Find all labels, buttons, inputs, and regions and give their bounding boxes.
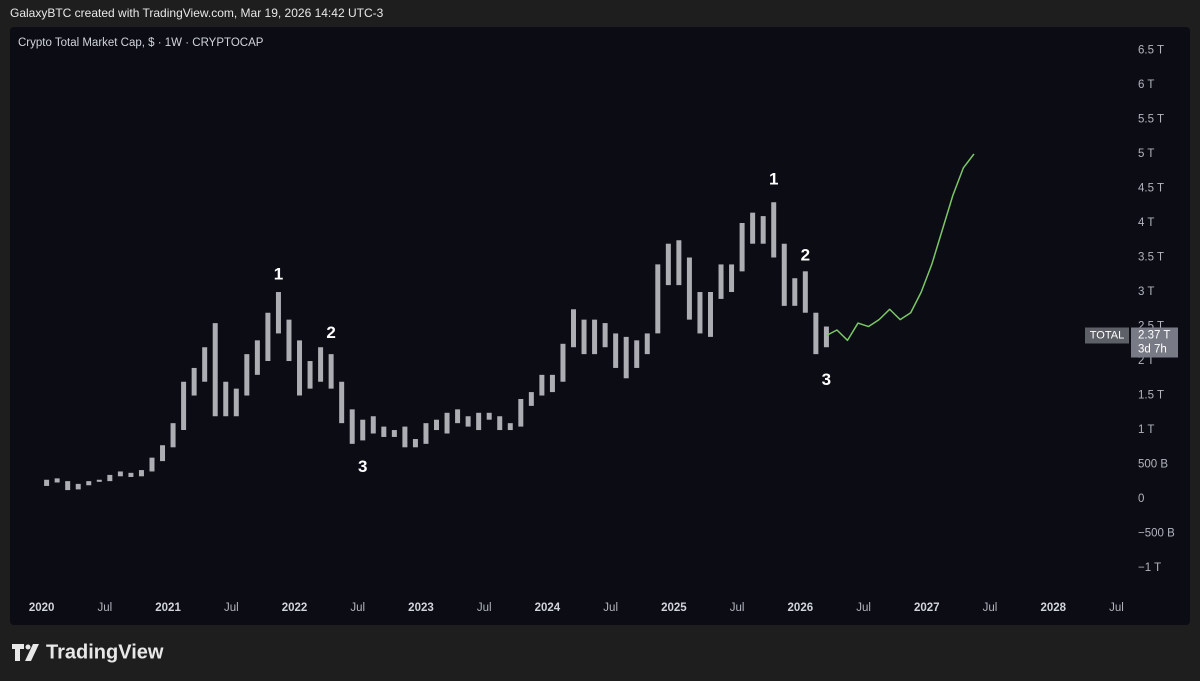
y-tick-label: 1 T bbox=[1138, 424, 1154, 436]
countdown-label: 3d 7h bbox=[1138, 344, 1167, 356]
symbol-label: TOTAL bbox=[1090, 329, 1124, 341]
x-tick-label: Jul bbox=[856, 602, 871, 614]
wave-label: 1 bbox=[769, 170, 778, 189]
wave-label: 3 bbox=[822, 370, 831, 389]
y-tick-label: 6 T bbox=[1138, 79, 1154, 91]
x-tick-label: Jul bbox=[97, 602, 112, 614]
y-tick-label: 1.5 T bbox=[1138, 390, 1164, 402]
y-tick-label: 3.5 T bbox=[1138, 252, 1164, 264]
x-tick-label: Jul bbox=[603, 602, 618, 614]
last-price-label: 2.37 T bbox=[1138, 330, 1170, 342]
x-tick-label: 2027 bbox=[914, 602, 940, 614]
candles bbox=[44, 202, 829, 491]
x-tick-label: 2025 bbox=[661, 602, 687, 614]
y-tick-label: −500 B bbox=[1138, 528, 1175, 540]
y-tick-label: 0 bbox=[1138, 493, 1144, 505]
x-tick-label: Jul bbox=[1109, 602, 1124, 614]
x-tick-label: Jul bbox=[477, 602, 492, 614]
x-tick-label: Jul bbox=[350, 602, 365, 614]
header-text: GalaxyBTC created with TradingView.com, … bbox=[10, 6, 384, 20]
symbol-box bbox=[1085, 327, 1129, 344]
x-tick-label: 2023 bbox=[408, 602, 434, 614]
y-tick-label: 500 B bbox=[1138, 459, 1168, 471]
wave-label: 2 bbox=[326, 323, 335, 342]
x-tick-label: 2028 bbox=[1040, 602, 1066, 614]
chart-panel bbox=[10, 27, 1190, 625]
x-tick-label: 2021 bbox=[155, 602, 181, 614]
y-tick-label: 6.5 T bbox=[1138, 44, 1164, 56]
y-tick-label: 5 T bbox=[1138, 148, 1154, 160]
wave-label: 1 bbox=[274, 264, 283, 283]
x-tick-label: Jul bbox=[983, 602, 998, 614]
y-tick-label: −1 T bbox=[1138, 562, 1161, 574]
y-tick-label: 2 T bbox=[1138, 355, 1154, 367]
x-tick-label: 2022 bbox=[282, 602, 308, 614]
wave-label: 3 bbox=[358, 457, 367, 476]
brand-logo bbox=[12, 644, 39, 661]
chart-title: Crypto Total Market Cap, $ · 1W · CRYPTO… bbox=[18, 37, 264, 49]
x-tick-label: Jul bbox=[730, 602, 745, 614]
y-tick-label: 3 T bbox=[1138, 286, 1154, 298]
last-price-box bbox=[1131, 327, 1178, 358]
projection-line bbox=[826, 153, 975, 342]
x-tick-label: Jul bbox=[224, 602, 239, 614]
brand-name: TradingView bbox=[46, 641, 164, 663]
x-tick-label: 2020 bbox=[29, 602, 55, 614]
x-tick-label: 2024 bbox=[535, 602, 561, 614]
y-tick-label: 4 T bbox=[1138, 217, 1154, 229]
wave-label: 2 bbox=[801, 246, 810, 265]
y-tick-label: 5.5 T bbox=[1138, 114, 1164, 126]
x-tick-label: 2026 bbox=[788, 602, 814, 614]
y-tick-label: 4.5 T bbox=[1138, 183, 1164, 195]
